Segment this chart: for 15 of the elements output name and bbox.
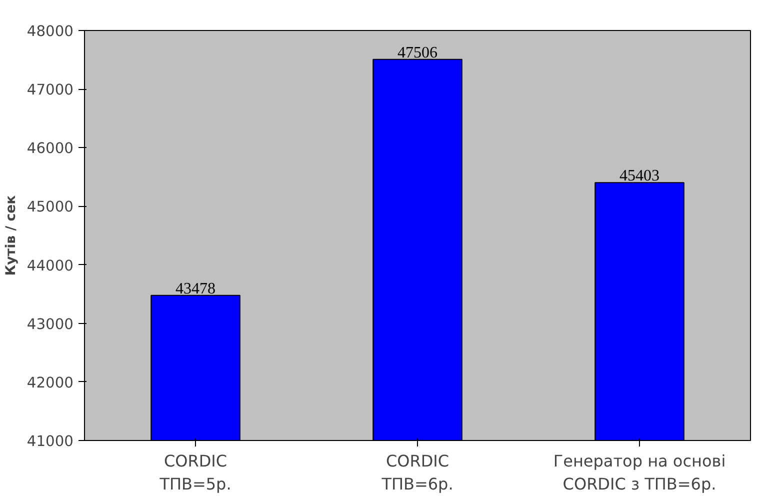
y-tick-label: 42000 xyxy=(26,374,74,392)
x-tick-label: CORDIC ТПВ=6р. xyxy=(380,452,454,494)
data-label: 47506 xyxy=(398,44,438,62)
y-tick-label: 47000 xyxy=(26,82,74,99)
x-tick-label: Генератор на основі CORDIC з ТПВ=6р. xyxy=(553,452,726,494)
y-tick-label: 48000 xyxy=(26,23,74,40)
x-tick-label: CORDIC ТПВ=5р. xyxy=(158,452,232,494)
data-label: 43478 xyxy=(176,280,216,298)
y-axis-title: Кутів / сек xyxy=(4,195,19,276)
y-tick-label: 44000 xyxy=(26,257,74,274)
data-label: 45403 xyxy=(620,168,660,185)
y-tick-label: 43000 xyxy=(26,316,74,333)
y-tick-label: 45000 xyxy=(26,198,74,216)
y-tick-label: 41000 xyxy=(26,433,74,450)
y-tick-label: 46000 xyxy=(26,140,74,158)
